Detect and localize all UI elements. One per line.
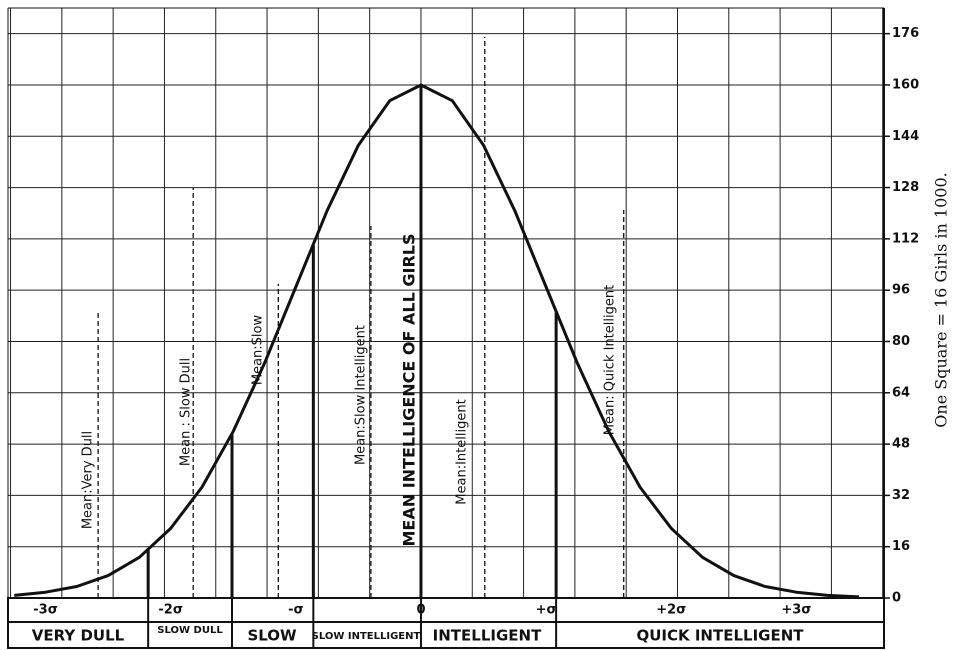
y-tick-label: 160 <box>892 77 919 92</box>
annotation: Mean:Intelligent <box>455 399 470 504</box>
annotation: Mean:Slow Intelligent <box>354 325 369 465</box>
y-tick-label: 128 <box>892 180 919 195</box>
x-tick-label: +σ <box>536 603 557 618</box>
y-tick-label: 64 <box>892 385 910 400</box>
y-tick-label: 96 <box>892 283 910 298</box>
y-tick-label: 16 <box>892 539 910 554</box>
category-label: VERY DULL <box>32 627 125 645</box>
x-tick-label: -2σ <box>158 603 183 618</box>
category-label: SLOW DULL <box>157 625 223 636</box>
category-label: SLOW INTELLIGENT <box>312 631 421 642</box>
annotation: Mean: Quick Intelligent <box>603 285 618 435</box>
x-tick-label: -σ <box>288 603 304 618</box>
y-tick-label: 0 <box>892 591 901 606</box>
category-label: QUICK INTELLIGENT <box>636 627 804 645</box>
curve <box>14 83 860 599</box>
y-tick-label: 112 <box>892 231 919 246</box>
y-tick-label: 144 <box>892 129 919 144</box>
annotation: Mean : Slow Dull <box>179 358 194 466</box>
category-label: SLOW <box>247 627 297 645</box>
y-axis-label: One Square = 16 Girls in 1000. <box>932 172 951 427</box>
y-tick-label: 80 <box>892 334 910 349</box>
marks <box>14 36 860 599</box>
grid <box>8 8 884 599</box>
annotation: Mean:Very Dull <box>81 431 96 529</box>
x-tick-label: -3σ <box>33 603 58 618</box>
category-label: INTELLIGENT <box>433 627 542 645</box>
x-tick-label: +2σ <box>656 603 686 618</box>
y-tick-label: 48 <box>892 437 910 452</box>
x-tick-label: +3σ <box>781 603 811 618</box>
annotation: MEAN INTELLIGENCE OF ALL GIRLS <box>400 234 419 547</box>
annotation: Mean:Slow <box>251 315 266 386</box>
y-tick-label: 176 <box>892 26 919 41</box>
y-tick-label: 32 <box>892 488 910 503</box>
